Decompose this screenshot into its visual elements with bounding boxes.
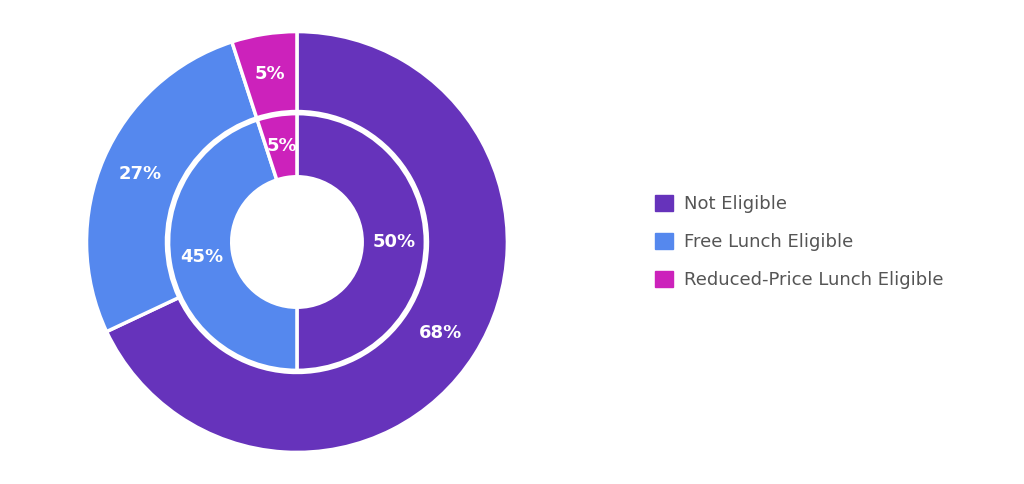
Wedge shape <box>106 31 508 453</box>
Text: 5%: 5% <box>266 137 297 155</box>
Wedge shape <box>231 31 297 118</box>
Text: 68%: 68% <box>419 324 463 342</box>
Wedge shape <box>169 120 297 370</box>
Text: 5%: 5% <box>255 65 286 83</box>
Legend: Not Eligible, Free Lunch Eligible, Reduced-Price Lunch Eligible: Not Eligible, Free Lunch Eligible, Reduc… <box>646 186 952 298</box>
Text: 27%: 27% <box>119 166 162 183</box>
Text: 50%: 50% <box>372 233 416 251</box>
Text: 45%: 45% <box>180 248 223 266</box>
Wedge shape <box>86 42 257 332</box>
Wedge shape <box>257 114 297 180</box>
Wedge shape <box>297 114 425 370</box>
